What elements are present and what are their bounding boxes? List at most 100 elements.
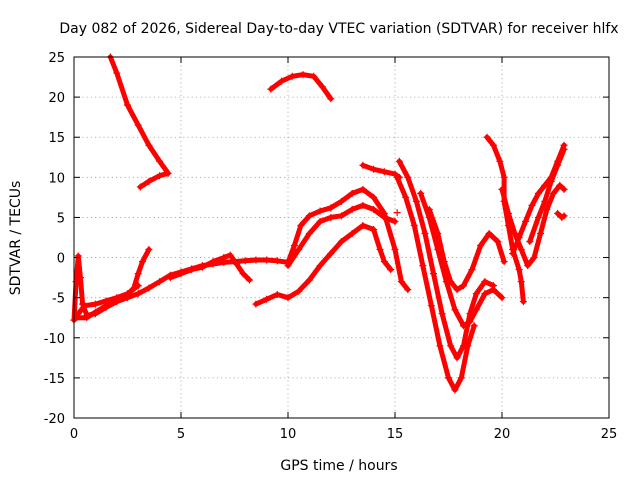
data-point <box>220 254 228 262</box>
data-point <box>327 213 335 221</box>
data-point <box>145 177 153 185</box>
data-point <box>338 197 345 205</box>
data-point <box>440 258 448 266</box>
data-point <box>348 189 356 197</box>
data-point <box>113 294 121 302</box>
data-point <box>124 290 131 298</box>
series-layer <box>70 53 568 394</box>
data-point <box>404 173 412 181</box>
data-point <box>138 258 146 266</box>
data-point <box>560 145 568 153</box>
data-point <box>500 258 508 266</box>
y-axis-label: SDTVAR / TECUs <box>8 181 24 296</box>
series-8 <box>284 201 399 270</box>
data-point <box>273 290 281 298</box>
data-point <box>233 260 241 268</box>
data-point <box>560 212 568 220</box>
data-point <box>498 294 506 302</box>
data-point <box>543 205 551 213</box>
data-point <box>359 161 367 169</box>
series-line <box>527 146 567 244</box>
data-point <box>547 177 555 185</box>
data-point <box>560 185 568 193</box>
data-point <box>81 302 89 310</box>
data-point <box>134 282 142 290</box>
data-point <box>156 157 164 165</box>
data-point <box>412 197 420 205</box>
data-point <box>83 314 91 322</box>
data-point <box>427 302 435 310</box>
data-point <box>421 229 429 237</box>
x-tick-label: 0 <box>70 427 78 442</box>
series-4 <box>106 53 172 191</box>
data-point <box>457 374 465 382</box>
data-point <box>481 278 489 286</box>
data-point <box>489 286 497 294</box>
data-point <box>134 121 142 129</box>
data-point <box>299 71 307 79</box>
data-point <box>166 274 174 282</box>
data-point <box>436 342 444 350</box>
data-point <box>459 322 467 330</box>
series-5 <box>267 71 335 103</box>
data-point <box>511 229 519 237</box>
data-point <box>370 205 378 213</box>
data-point <box>554 161 562 169</box>
data-point <box>252 256 260 264</box>
data-point <box>447 278 455 286</box>
data-point <box>509 250 517 258</box>
data-point <box>359 221 367 229</box>
data-point <box>391 217 399 225</box>
y-tick-label: -15 <box>44 372 65 387</box>
data-point <box>468 266 476 274</box>
data-point <box>156 172 164 180</box>
data-point <box>380 213 388 221</box>
data-point <box>263 295 271 303</box>
data-point <box>410 221 418 229</box>
data-point <box>102 297 110 305</box>
data-point <box>145 141 153 149</box>
data-point <box>453 286 461 294</box>
y-tick-label: 10 <box>48 171 65 186</box>
data-point <box>376 246 384 254</box>
data-point <box>124 101 131 109</box>
data-point <box>541 197 549 205</box>
data-point <box>91 308 99 316</box>
y-tick-label: -20 <box>44 412 65 427</box>
data-point <box>145 284 153 292</box>
data-point <box>522 217 530 225</box>
data-point <box>295 287 303 295</box>
data-point <box>430 270 438 278</box>
data-point <box>470 322 478 330</box>
series-18 <box>554 209 568 221</box>
series-3 <box>74 282 142 318</box>
series-line <box>253 223 394 307</box>
y-tick-label: 20 <box>48 91 65 106</box>
data-point <box>316 262 324 270</box>
data-point <box>466 318 474 326</box>
series-line <box>396 158 496 361</box>
data-point <box>305 229 313 237</box>
data-point <box>549 189 557 197</box>
series-17 <box>526 145 568 246</box>
data-point <box>425 205 433 213</box>
x-tick-label: 5 <box>177 427 185 442</box>
data-point <box>526 238 534 246</box>
data-point <box>134 270 142 278</box>
data-point <box>496 157 504 165</box>
data-point <box>316 207 324 215</box>
data-point <box>481 290 489 298</box>
data-point <box>297 221 305 229</box>
data-point <box>554 209 562 217</box>
data-point <box>445 374 452 382</box>
series-15 <box>498 181 568 270</box>
data-point <box>91 300 99 308</box>
data-point <box>113 69 121 77</box>
data-point <box>318 83 326 91</box>
series-14 <box>483 133 527 306</box>
data-point <box>515 234 523 241</box>
data-point <box>515 266 523 274</box>
data-point <box>348 229 356 237</box>
data-point <box>541 181 549 189</box>
data-point <box>485 229 493 237</box>
